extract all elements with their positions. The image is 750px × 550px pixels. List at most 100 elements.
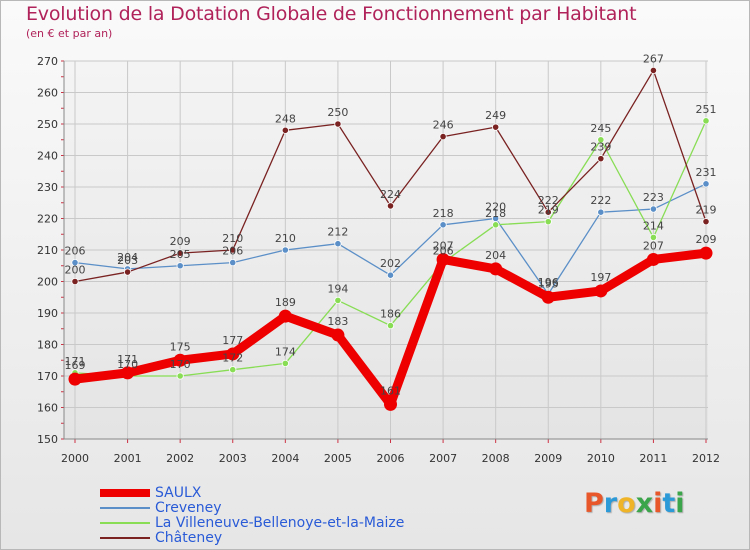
data-point xyxy=(68,372,82,386)
data-point xyxy=(176,262,184,270)
data-label: 239 xyxy=(590,141,611,154)
data-point xyxy=(386,271,395,279)
y-tick-label: 270 xyxy=(37,55,58,68)
legend-item: Creveney xyxy=(100,501,500,516)
data-label: 186 xyxy=(380,308,401,321)
y-tick-label: 200 xyxy=(37,276,58,289)
data-label: 172 xyxy=(222,352,243,365)
data-point xyxy=(278,309,292,323)
data-label: 161 xyxy=(380,384,401,397)
data-point xyxy=(121,366,135,380)
data-point xyxy=(173,353,187,367)
y-tick-label: 250 xyxy=(37,118,58,131)
data-point xyxy=(436,252,450,266)
data-label: 197 xyxy=(590,271,611,284)
data-point xyxy=(544,218,552,226)
data-point xyxy=(176,372,184,380)
data-label: 224 xyxy=(380,188,401,201)
data-point xyxy=(226,347,240,361)
data-label: 177 xyxy=(222,334,243,347)
logo-letter: i xyxy=(653,488,663,519)
logo-letter: P xyxy=(584,488,604,519)
data-point xyxy=(489,262,503,276)
y-tick-label: 260 xyxy=(37,87,58,100)
data-label: 171 xyxy=(117,353,138,366)
x-tick-label: 2003 xyxy=(219,452,247,465)
data-label: 170 xyxy=(170,358,191,371)
x-tick-label: 2012 xyxy=(692,452,720,465)
legend-item: SAULX xyxy=(100,486,500,501)
data-point xyxy=(702,218,710,226)
data-point xyxy=(492,221,500,229)
x-tick-label: 2004 xyxy=(271,452,299,465)
data-label: 210 xyxy=(222,232,243,245)
x-tick-label: 2000 xyxy=(61,452,89,465)
data-point xyxy=(334,120,342,128)
data-point xyxy=(646,252,660,266)
data-point xyxy=(281,246,289,254)
legend-swatch xyxy=(100,522,150,524)
series-chateney xyxy=(71,66,710,286)
x-tick-label: 2006 xyxy=(377,452,405,465)
data-point xyxy=(281,359,289,367)
data-point xyxy=(71,277,79,286)
data-label: 251 xyxy=(696,103,717,116)
y-tick-label: 180 xyxy=(37,339,58,352)
data-label: 195 xyxy=(538,277,559,290)
legend-item: La Villeneuve-Bellenoye-et-la-Maize xyxy=(100,516,500,531)
data-label: 220 xyxy=(485,201,506,214)
legend-label: SAULX xyxy=(155,485,202,501)
legend-label: La Villeneuve-Bellenoye-et-la-Maize xyxy=(155,515,405,531)
data-label: 248 xyxy=(275,112,296,125)
y-tick-label: 150 xyxy=(37,433,58,446)
data-label: 223 xyxy=(643,191,664,204)
data-point xyxy=(702,180,710,188)
data-point xyxy=(229,366,237,374)
data-point xyxy=(71,258,79,267)
data-point xyxy=(597,208,605,216)
data-point xyxy=(386,321,395,330)
data-label: 200 xyxy=(65,264,86,277)
data-label: 219 xyxy=(538,204,559,217)
data-point xyxy=(176,249,184,257)
logo-letter: x xyxy=(635,488,654,519)
data-point xyxy=(384,397,397,411)
legend-label: Châteney xyxy=(155,530,223,546)
data-label: 207 xyxy=(643,239,664,252)
x-tick-label: 2005 xyxy=(324,452,352,465)
legend-item: Châteney xyxy=(100,531,500,546)
data-label: 210 xyxy=(275,232,296,245)
data-point xyxy=(597,136,605,144)
chart-subtitle: (en € et par an) xyxy=(26,27,113,40)
data-point xyxy=(597,155,605,163)
data-point xyxy=(439,133,447,141)
data-label: 202 xyxy=(380,257,401,270)
legend-swatch xyxy=(100,537,150,539)
data-label: 212 xyxy=(327,226,348,239)
data-point xyxy=(594,284,608,298)
series-saulx xyxy=(68,246,713,411)
data-point xyxy=(649,233,658,241)
series-la-villeneuve-bellenoye-et-la-maize xyxy=(71,117,710,380)
logo-letter: r xyxy=(603,488,618,519)
y-tick-label: 160 xyxy=(37,402,58,415)
data-label: 206 xyxy=(222,245,243,258)
data-point xyxy=(386,202,395,210)
legend: SAULX Creveney La Villeneuve-Bellenoye-et-… xyxy=(100,486,500,546)
data-label: 218 xyxy=(485,207,506,220)
data-label: 222 xyxy=(590,194,611,207)
data-label: 245 xyxy=(590,122,611,135)
data-label: 209 xyxy=(170,235,191,248)
data-label: 205 xyxy=(170,248,191,261)
data-label: 174 xyxy=(275,345,296,358)
y-tick-label: 240 xyxy=(37,150,58,163)
data-point xyxy=(281,126,289,134)
logo-letter: i xyxy=(675,488,685,519)
chart-title: Evolution de la Dotation Globale de Fonc… xyxy=(26,3,637,25)
x-tick-label: 2001 xyxy=(114,452,142,465)
data-label: 222 xyxy=(538,194,559,207)
data-point xyxy=(229,258,237,267)
y-tick-label: 190 xyxy=(37,307,58,320)
data-point xyxy=(699,246,713,260)
